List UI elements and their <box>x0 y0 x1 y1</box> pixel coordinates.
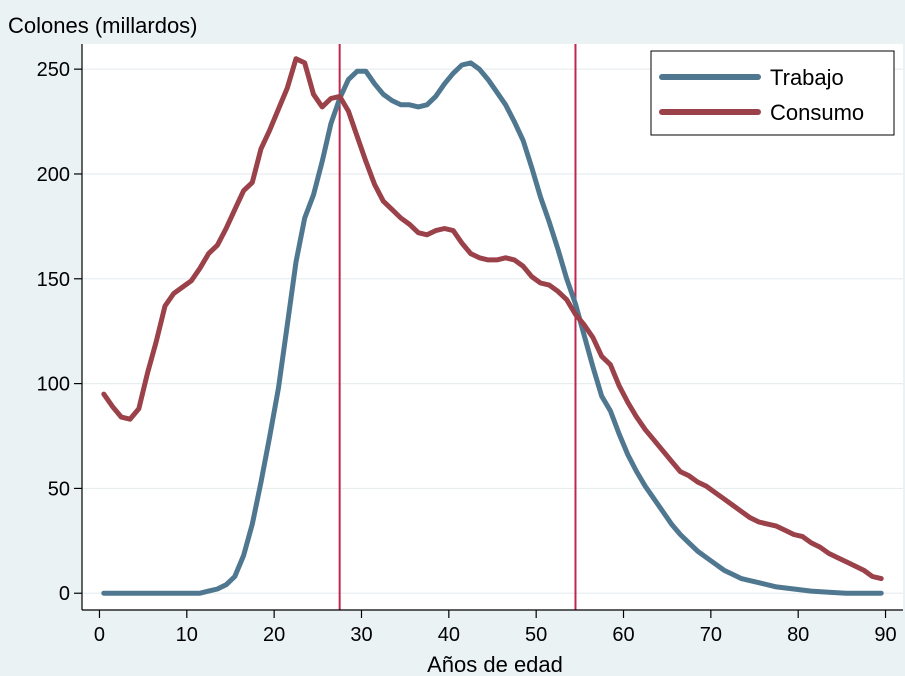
legend: Trabajo Consumo <box>650 50 895 136</box>
y-tick-label: 0 <box>59 583 70 605</box>
x-tick-label: 0 <box>94 624 105 646</box>
y-axis-title: Colones (millardos) <box>8 13 198 38</box>
x-tick-label: 40 <box>438 624 460 646</box>
x-tick-label: 10 <box>176 624 198 646</box>
series-line-consumo <box>101 56 884 582</box>
y-tick-label: 50 <box>48 478 70 500</box>
axes: 0 50 100 150 200 250 0 10 20 30 40 50 60 70 80 90 <box>37 44 903 646</box>
x-tick-label: 20 <box>263 624 285 646</box>
y-tick-label: 200 <box>37 164 70 186</box>
x-tick-label: 70 <box>700 624 722 646</box>
legend-box <box>650 50 895 136</box>
x-tick-label: 30 <box>350 624 372 646</box>
legend-label-consumo: Consumo <box>770 100 864 125</box>
reference-lines <box>338 44 577 610</box>
x-tick-label: 90 <box>874 624 896 646</box>
y-tick-label: 150 <box>37 269 70 291</box>
x-axis-title: Años de edad <box>427 652 563 676</box>
plot-area <box>82 44 903 610</box>
series-line-trabajo <box>101 60 884 596</box>
legend-label-trabajo: Trabajo <box>770 65 844 90</box>
x-tick-label: 80 <box>787 624 809 646</box>
x-tick-label: 50 <box>525 624 547 646</box>
data-series <box>101 56 884 596</box>
x-tick-label: 60 <box>612 624 634 646</box>
y-tick-label: 100 <box>37 374 70 396</box>
y-tick-label: 250 <box>37 59 70 81</box>
